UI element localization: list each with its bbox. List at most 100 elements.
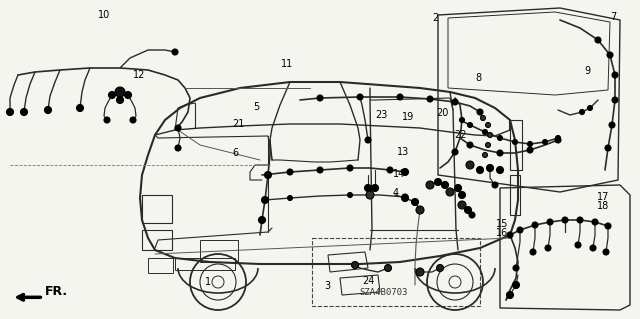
Circle shape [259, 217, 266, 224]
Circle shape [317, 167, 323, 173]
Circle shape [109, 92, 115, 99]
Circle shape [527, 142, 532, 146]
Circle shape [125, 92, 131, 99]
Text: 12: 12 [133, 70, 146, 80]
Circle shape [175, 125, 181, 131]
Text: 10: 10 [98, 10, 111, 20]
Circle shape [287, 196, 292, 201]
Circle shape [454, 184, 461, 191]
Circle shape [543, 139, 547, 145]
Text: SZA4B0703: SZA4B0703 [360, 288, 408, 297]
Circle shape [477, 109, 483, 115]
Circle shape [412, 198, 419, 205]
Circle shape [483, 130, 488, 135]
Text: 1: 1 [205, 277, 211, 287]
Bar [148, 258, 173, 273]
Text: 9: 9 [584, 66, 591, 76]
Circle shape [532, 222, 538, 228]
Circle shape [607, 52, 613, 58]
Circle shape [401, 168, 408, 175]
Circle shape [20, 108, 28, 115]
Circle shape [465, 206, 472, 213]
Text: 22: 22 [454, 130, 467, 140]
Circle shape [486, 143, 490, 147]
Circle shape [287, 169, 293, 175]
Circle shape [507, 232, 513, 238]
Circle shape [366, 191, 374, 199]
Circle shape [262, 197, 269, 204]
Circle shape [590, 245, 596, 251]
Text: 17: 17 [597, 192, 610, 202]
Circle shape [416, 206, 424, 214]
Circle shape [264, 172, 271, 179]
Circle shape [483, 152, 488, 158]
Circle shape [497, 136, 502, 140]
Circle shape [452, 149, 458, 155]
Circle shape [435, 179, 442, 186]
Text: 5: 5 [253, 102, 259, 112]
Circle shape [460, 117, 465, 122]
Circle shape [517, 227, 523, 233]
Circle shape [365, 184, 371, 191]
Bar [142, 195, 172, 223]
Circle shape [442, 182, 449, 189]
Text: 7: 7 [610, 11, 616, 22]
Circle shape [609, 122, 615, 128]
Circle shape [497, 150, 503, 156]
Circle shape [357, 94, 363, 100]
Circle shape [458, 191, 465, 198]
Circle shape [492, 182, 498, 188]
Text: 4: 4 [392, 188, 399, 198]
Circle shape [116, 97, 124, 103]
Circle shape [497, 167, 504, 174]
Circle shape [592, 219, 598, 225]
Circle shape [387, 167, 393, 173]
Circle shape [575, 242, 581, 248]
Text: 21: 21 [232, 119, 244, 130]
Circle shape [115, 87, 125, 97]
Circle shape [486, 165, 493, 172]
Circle shape [579, 109, 584, 115]
Circle shape [77, 105, 83, 112]
Text: 19: 19 [402, 112, 415, 122]
Circle shape [351, 262, 358, 269]
Text: FR.: FR. [45, 285, 68, 298]
Text: 3: 3 [324, 280, 331, 291]
Circle shape [469, 212, 475, 218]
Circle shape [588, 106, 593, 110]
Bar [312, 238, 480, 306]
Circle shape [527, 147, 533, 153]
Circle shape [605, 223, 611, 229]
Bar [510, 120, 522, 170]
Text: 2: 2 [432, 12, 438, 23]
Text: 20: 20 [436, 108, 449, 118]
Circle shape [481, 115, 486, 121]
Circle shape [130, 117, 136, 123]
Circle shape [530, 249, 536, 255]
Text: 14: 14 [392, 169, 405, 179]
Circle shape [556, 136, 561, 140]
Circle shape [458, 201, 466, 209]
Circle shape [605, 145, 611, 151]
Text: 23: 23 [375, 110, 388, 120]
Circle shape [545, 245, 551, 251]
Circle shape [371, 184, 378, 191]
Bar [510, 175, 520, 215]
Circle shape [45, 107, 51, 114]
Text: 15: 15 [495, 219, 508, 229]
Circle shape [595, 37, 601, 43]
Circle shape [446, 188, 454, 196]
Circle shape [547, 219, 553, 225]
Circle shape [488, 132, 493, 137]
Circle shape [426, 181, 434, 189]
Circle shape [513, 281, 520, 288]
Circle shape [467, 122, 472, 128]
Circle shape [603, 249, 609, 255]
Circle shape [6, 108, 13, 115]
Circle shape [506, 292, 513, 299]
Circle shape [317, 95, 323, 101]
Circle shape [416, 268, 424, 276]
Text: 6: 6 [232, 148, 239, 158]
Circle shape [477, 167, 483, 174]
Text: 13: 13 [397, 147, 410, 158]
